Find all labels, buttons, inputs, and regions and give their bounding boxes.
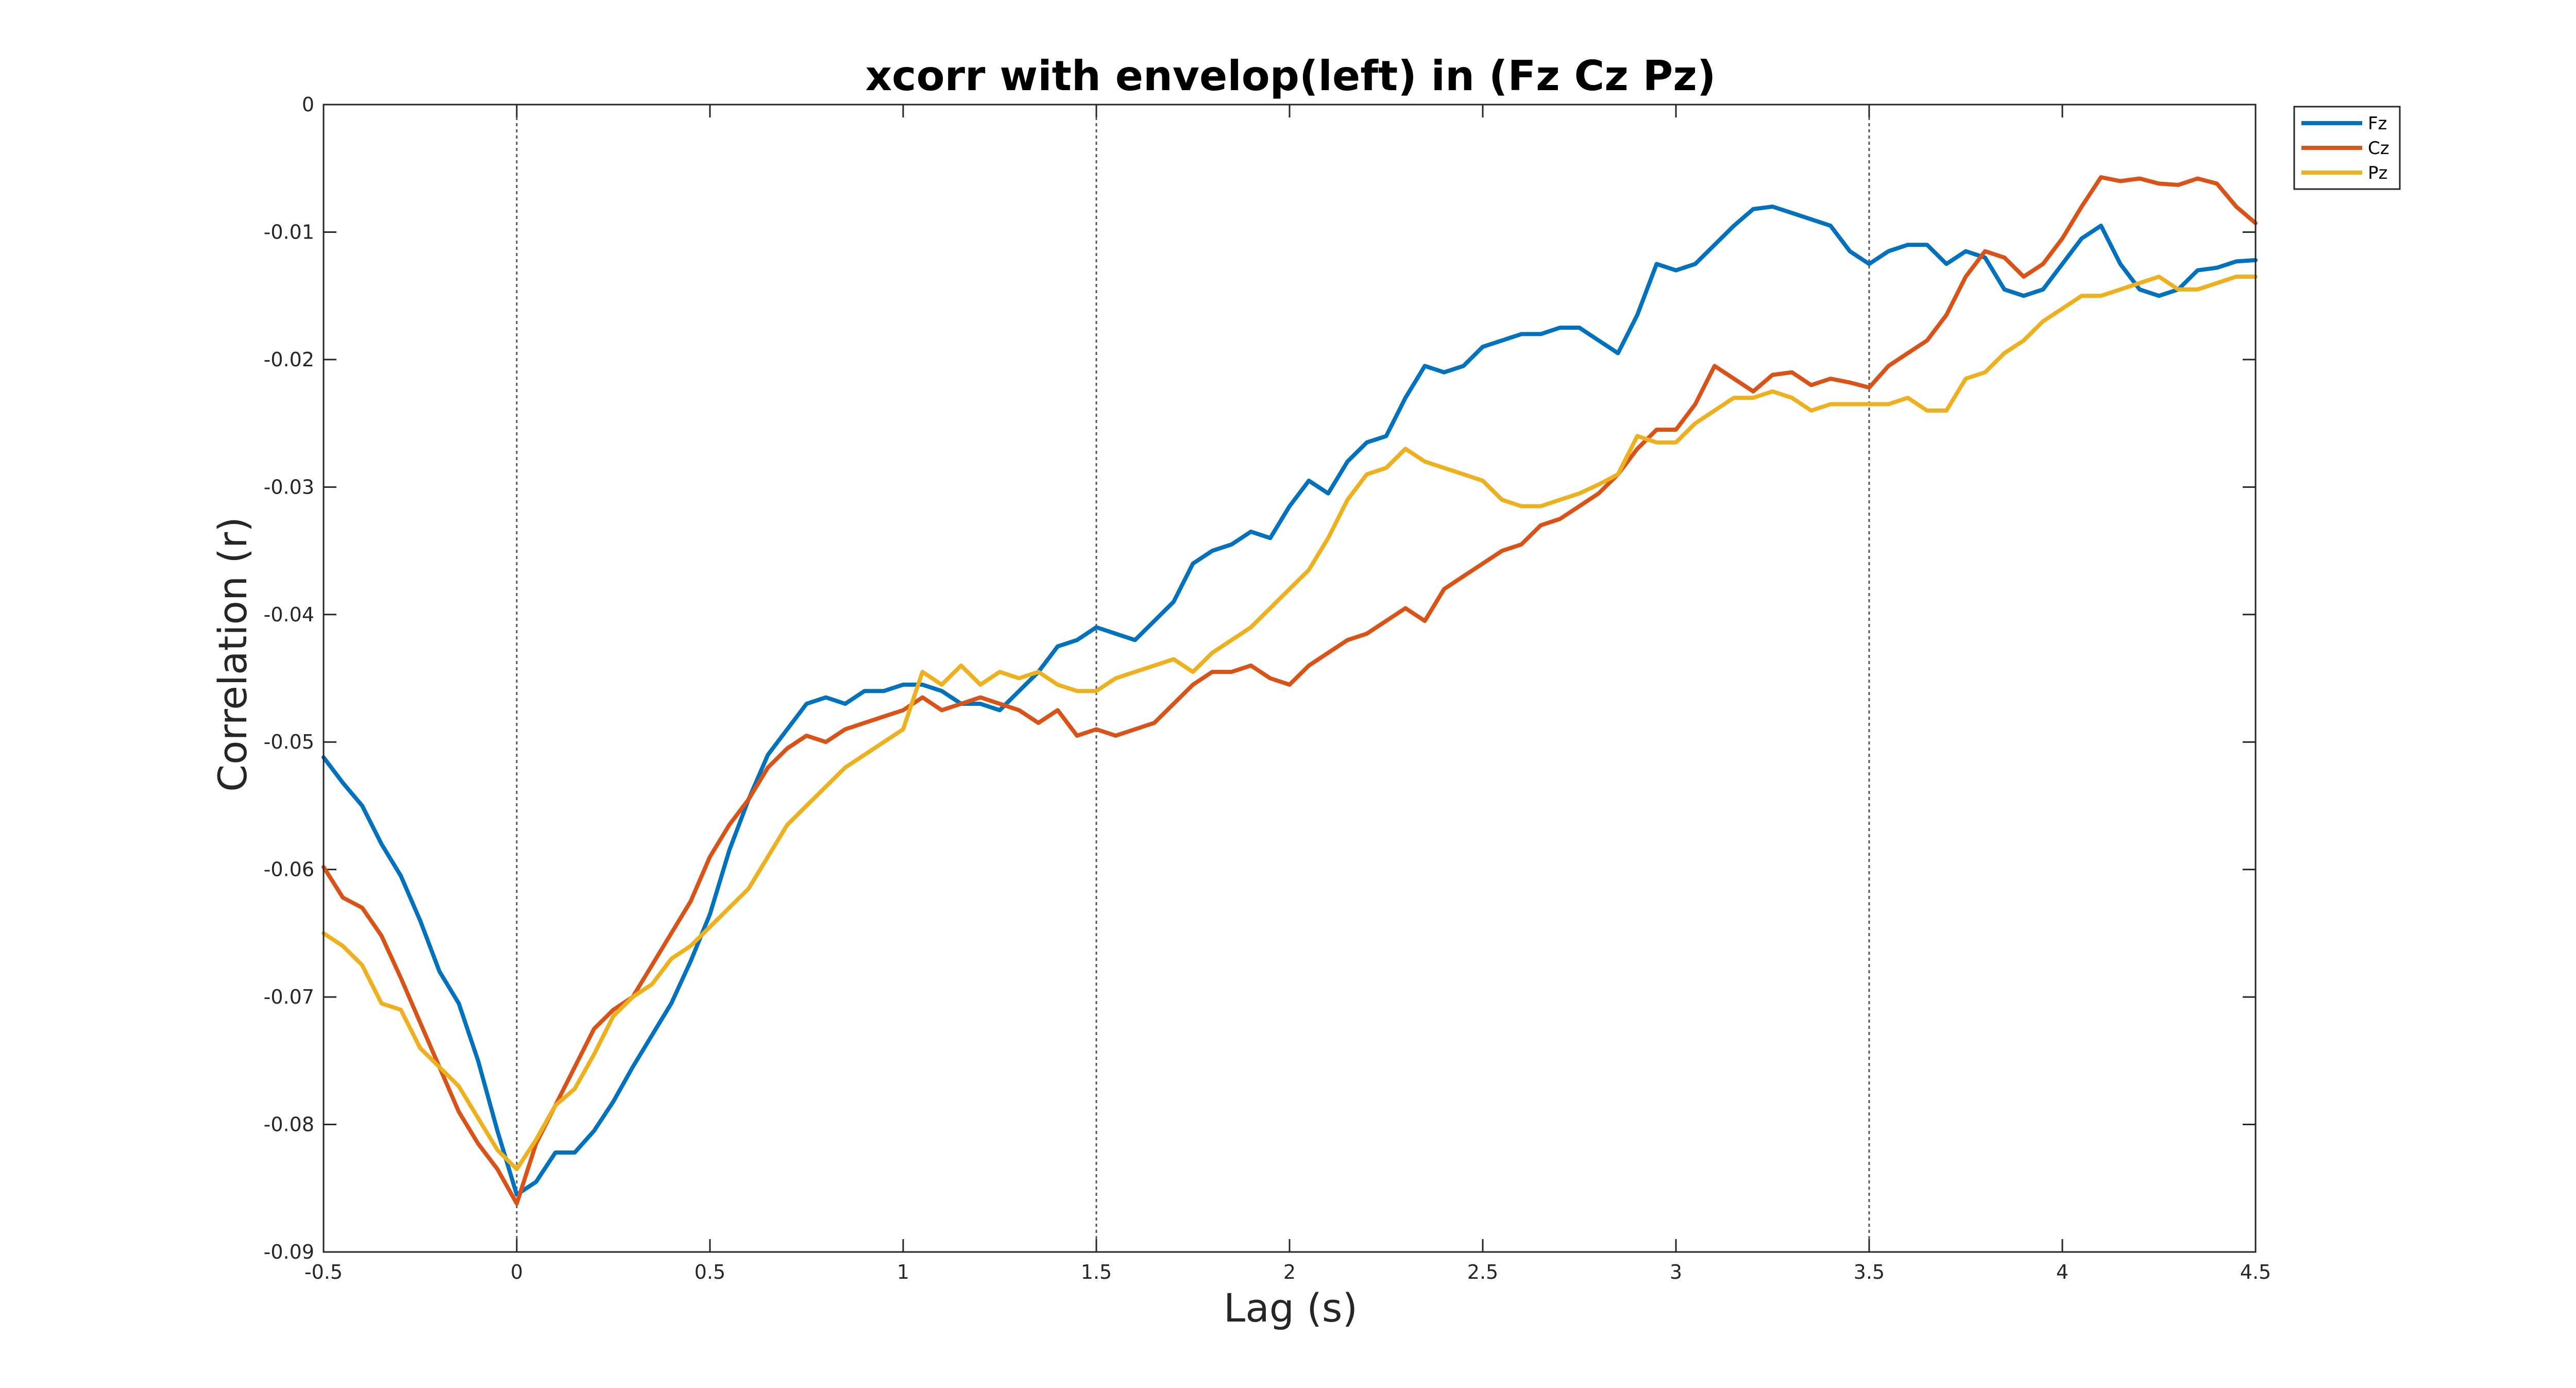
series-line-cz (321, 175, 2258, 1206)
legend: Fz Cz Pz (2293, 106, 2401, 190)
y-tick-label: -0.09 (264, 1241, 314, 1263)
axes-box (323, 104, 2257, 1253)
plot-area: -0.5 0 0.5 1 1.5 2 2.5 3 3.5 4 4.5 0 -0.01 -0.02 -0.03… (264, 93, 2272, 1283)
y-tick-label: -0.07 (264, 986, 314, 1008)
x-axis-label: Lag (s) (1224, 1285, 1358, 1331)
x-tick-label: 2.5 (1467, 1261, 1498, 1283)
y-tick-label: -0.02 (264, 348, 314, 371)
series-line-fz (321, 205, 2258, 1197)
y-tick-label: -0.08 (264, 1113, 314, 1136)
x-tick-label: 1 (897, 1261, 909, 1283)
legend-label-cz: Cz (2368, 138, 2389, 159)
y-tick-label: -0.03 (264, 476, 314, 498)
chart-title: xcorr with envelop(left) in (Fz Cz Pz) (866, 52, 1716, 100)
x-tick-label: 1.5 (1081, 1261, 1112, 1283)
y-tick-label: -0.04 (264, 603, 314, 626)
y-tick-label: 0 (302, 93, 314, 116)
x-tick-label: 0.5 (694, 1261, 725, 1283)
axes-background (324, 105, 2256, 1252)
y-tick-label: -0.01 (264, 221, 314, 243)
x-tick-label: -0.5 (304, 1261, 343, 1283)
y-tick-label: -0.06 (264, 858, 314, 881)
legend-label-fz: Fz (2368, 113, 2387, 134)
x-tick-label: 3 (1670, 1261, 1682, 1283)
x-tick-label: 4 (2056, 1261, 2069, 1283)
x-tick-label: 0 (511, 1261, 523, 1283)
x-tick-label: 2 (1283, 1261, 1296, 1283)
series-line-pz (321, 275, 2258, 1172)
y-axis-label: Correlation (r) (210, 517, 256, 792)
legend-label-pz: Pz (2368, 163, 2387, 183)
x-tick-label: 3.5 (1854, 1261, 1885, 1283)
x-tick-label: 4.5 (2240, 1261, 2271, 1283)
y-tick-label: -0.05 (264, 731, 314, 753)
